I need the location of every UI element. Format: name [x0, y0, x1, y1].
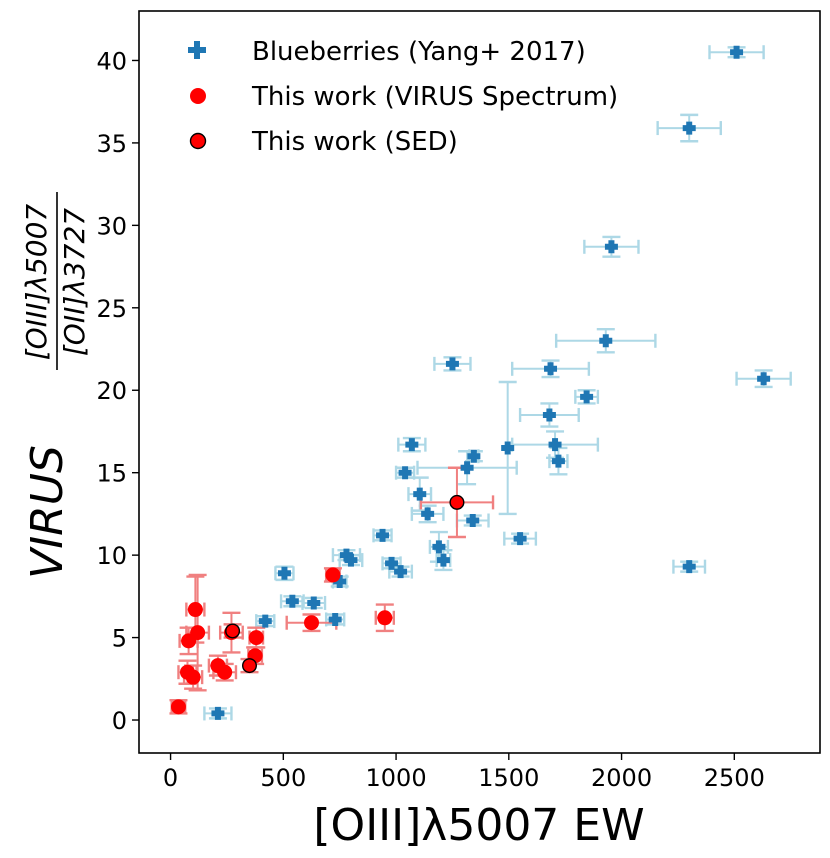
blueberry-point — [604, 240, 618, 254]
blueberry-point — [307, 596, 321, 610]
x-tick-label: 2000 — [591, 764, 652, 792]
y-tick-label: 35 — [96, 130, 127, 158]
legend: Blueberries (Yang+ 2017) This work (VIRU… — [188, 37, 618, 157]
blueberry-point — [542, 408, 556, 422]
blueberry-point — [551, 454, 565, 468]
blueberry-point — [467, 449, 481, 463]
blueberry-point — [548, 438, 562, 452]
markers-layer — [170, 45, 771, 720]
x-tick-label: 0 — [163, 764, 178, 792]
blueberry-point — [344, 553, 358, 567]
x-tick-label: 500 — [260, 764, 306, 792]
y-tick-label: 10 — [96, 542, 127, 570]
blueberry-point — [405, 438, 419, 452]
blueberry-point — [385, 556, 399, 570]
legend-label-sed: This work (SED) — [251, 127, 458, 157]
legend-label-blueberries: Blueberries (Yang+ 2017) — [252, 37, 586, 67]
blueberry-point — [599, 334, 613, 348]
blueberry-point — [436, 553, 450, 567]
blueberry-point — [513, 532, 527, 546]
virus-point — [190, 625, 206, 641]
legend-entry-blueberries: Blueberries (Yang+ 2017) — [188, 37, 586, 67]
y-tick-label: 20 — [96, 377, 127, 405]
blueberry-point — [339, 548, 353, 562]
blueberry-point — [501, 441, 515, 455]
y-axis-label-denominator: [OII]λ3727 — [58, 208, 91, 356]
y-tick-label: 40 — [96, 47, 127, 75]
blueberry-point — [421, 507, 435, 521]
x-tick-label: 1500 — [478, 764, 539, 792]
legend-entry-virus: This work (VIRUS Spectrum) — [190, 82, 618, 112]
virus-point — [187, 602, 203, 618]
legend-red-circle-marker — [190, 88, 206, 104]
blueberry-point — [258, 614, 272, 628]
virus-point — [304, 615, 320, 631]
blueberry-point — [398, 466, 412, 480]
y-tick-label: 25 — [96, 295, 127, 323]
blueberry-point — [730, 45, 744, 59]
blueberry-point — [413, 487, 427, 501]
legend-label-virus: This work (VIRUS Spectrum) — [251, 82, 618, 112]
y-tick-label: 0 — [112, 707, 127, 735]
x-axis-label: [OIII]λ5007 EW — [313, 800, 644, 851]
blueberry-point — [394, 565, 408, 579]
y-axis-label-main: VIRUS — [22, 445, 73, 579]
y-axis-label: VIRUS [OIII]λ5007 [OII]λ3727 — [20, 192, 91, 579]
blueberry-point — [285, 594, 299, 608]
virus-point — [377, 610, 393, 626]
blueberry-point — [757, 372, 771, 386]
blueberry-point — [445, 357, 459, 371]
blueberry-point — [460, 461, 474, 475]
plot-frame — [138, 10, 821, 754]
virus-point — [248, 630, 264, 646]
legend-red-edge-circle-marker — [189, 132, 207, 150]
blueberry-point — [211, 706, 225, 720]
blueberry-point — [376, 528, 390, 542]
blueberry-point — [333, 575, 347, 589]
x-tick-label: 1000 — [366, 764, 427, 792]
blueberry-point — [277, 566, 291, 580]
virus-point — [185, 669, 201, 685]
blueberry-point — [328, 612, 342, 626]
blueberry-point — [466, 514, 480, 528]
virus-point — [170, 699, 186, 715]
sed-point — [449, 494, 465, 510]
y-tick-label: 5 — [112, 625, 127, 653]
blueberry-point — [432, 540, 446, 554]
error-bar — [503, 531, 538, 546]
blueberry-point — [682, 560, 696, 574]
y-axis-label-numerator: [OIII]λ5007 — [20, 204, 53, 361]
blueberry-point — [682, 121, 696, 135]
y-tick-label: 30 — [96, 212, 127, 240]
legend-entry-sed: This work (SED) — [189, 127, 458, 157]
axis-ticks: 0 500 1000 1500 2000 2500 0 5 10 15 20 25 30 35 40 — [96, 47, 764, 792]
sed-point — [241, 658, 257, 674]
virus-point — [325, 567, 341, 583]
sed-point — [225, 623, 241, 639]
x-tick-label: 2500 — [704, 764, 765, 792]
y-tick-label: 15 — [96, 460, 127, 488]
blueberry-point — [544, 362, 558, 376]
blueberry-point — [580, 390, 594, 404]
virus-point — [217, 664, 233, 680]
legend-plus-marker — [188, 41, 206, 59]
